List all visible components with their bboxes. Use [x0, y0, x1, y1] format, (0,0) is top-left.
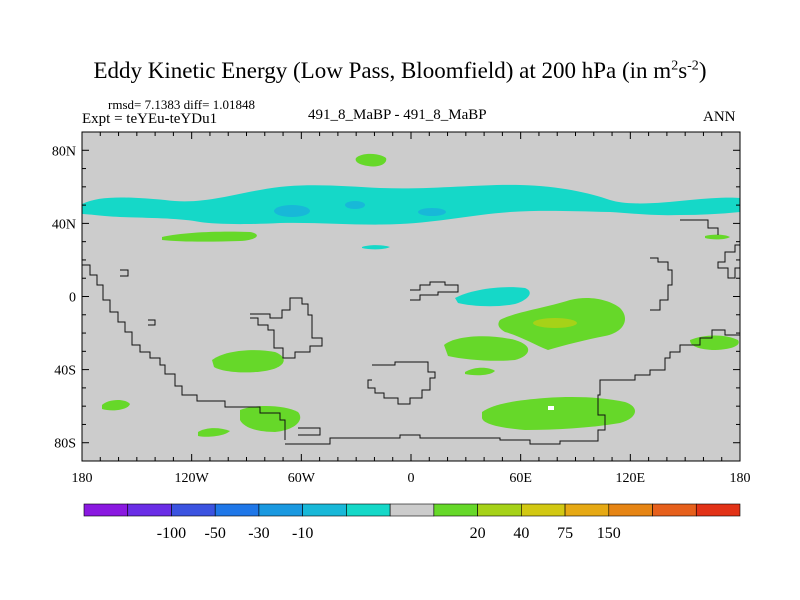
x-tick-label: 120E [616, 471, 646, 486]
season-label: ANN [703, 109, 736, 125]
green-field-arctic [355, 153, 387, 167]
colorbar-swatch [127, 503, 172, 517]
colorbar-swatch [258, 503, 303, 517]
nh-teal-band [82, 184, 740, 225]
colorbar-label: 20 [470, 525, 486, 542]
colorbar-label: -10 [292, 525, 313, 542]
x-tick-label: 180 [72, 471, 93, 486]
colorbar-label: 40 [513, 525, 529, 542]
x-tick-label: 120W [175, 471, 210, 486]
colorbar-label: 75 [557, 525, 573, 542]
colorbar-swatch [433, 503, 478, 517]
colorbar-swatch [302, 503, 347, 517]
green-field-40n [162, 231, 730, 250]
y-tick-label: 40N [52, 217, 76, 232]
colorbar-swatch [521, 503, 566, 517]
x-tick-label: 60E [509, 471, 532, 486]
colorbar-label: 150 [597, 525, 621, 542]
colorbar-swatch [564, 503, 610, 517]
case-label: 491_8_MaBP - 491_8_MaBP [308, 107, 487, 123]
colorbar-swatch [214, 503, 260, 517]
teal-field-tropics [455, 287, 530, 307]
experiment-label: Expt = teYEu-teYDu1 [82, 111, 218, 127]
y-tick-label: 80N [52, 144, 76, 159]
y-tick-label: 0 [69, 291, 76, 306]
y-tick-label: 80S [54, 437, 76, 452]
colorbar-label: -100 [157, 525, 186, 542]
x-tick-label: 0 [408, 471, 415, 486]
colorbar-swatch [346, 503, 391, 517]
colorbar-swatch [695, 503, 741, 517]
colorbar-swatch [83, 503, 129, 517]
colorbar-swatch [171, 503, 216, 517]
coastlines [82, 219, 740, 445]
colorbar-swatch [652, 503, 697, 517]
y-tick-label: 40S [54, 364, 76, 379]
x-axis: 180 120W 60W 0 60E 120E 180 [72, 132, 751, 486]
chart-title: Eddy Kinetic Energy (Low Pass, Bloomfiel… [93, 58, 707, 83]
x-tick-label: 60W [288, 471, 316, 486]
colorbar-swatch [608, 503, 653, 517]
colorbar-label: -30 [248, 525, 269, 542]
green-field-sh-tropics [212, 297, 739, 376]
stats-text: rmsd= 7.1383 diff= 1.01848 [108, 97, 255, 112]
colorbar-label: -50 [205, 525, 226, 542]
plot-background [82, 132, 740, 461]
x-tick-label: 180 [730, 471, 751, 486]
y-axis: 80N 40N 0 40S 80S [52, 131, 740, 462]
colorbar-swatch [477, 503, 522, 517]
colorbar-swatch [389, 503, 435, 517]
colorbar: -100 -50 -30 -10 20 40 75 150 [83, 503, 741, 542]
